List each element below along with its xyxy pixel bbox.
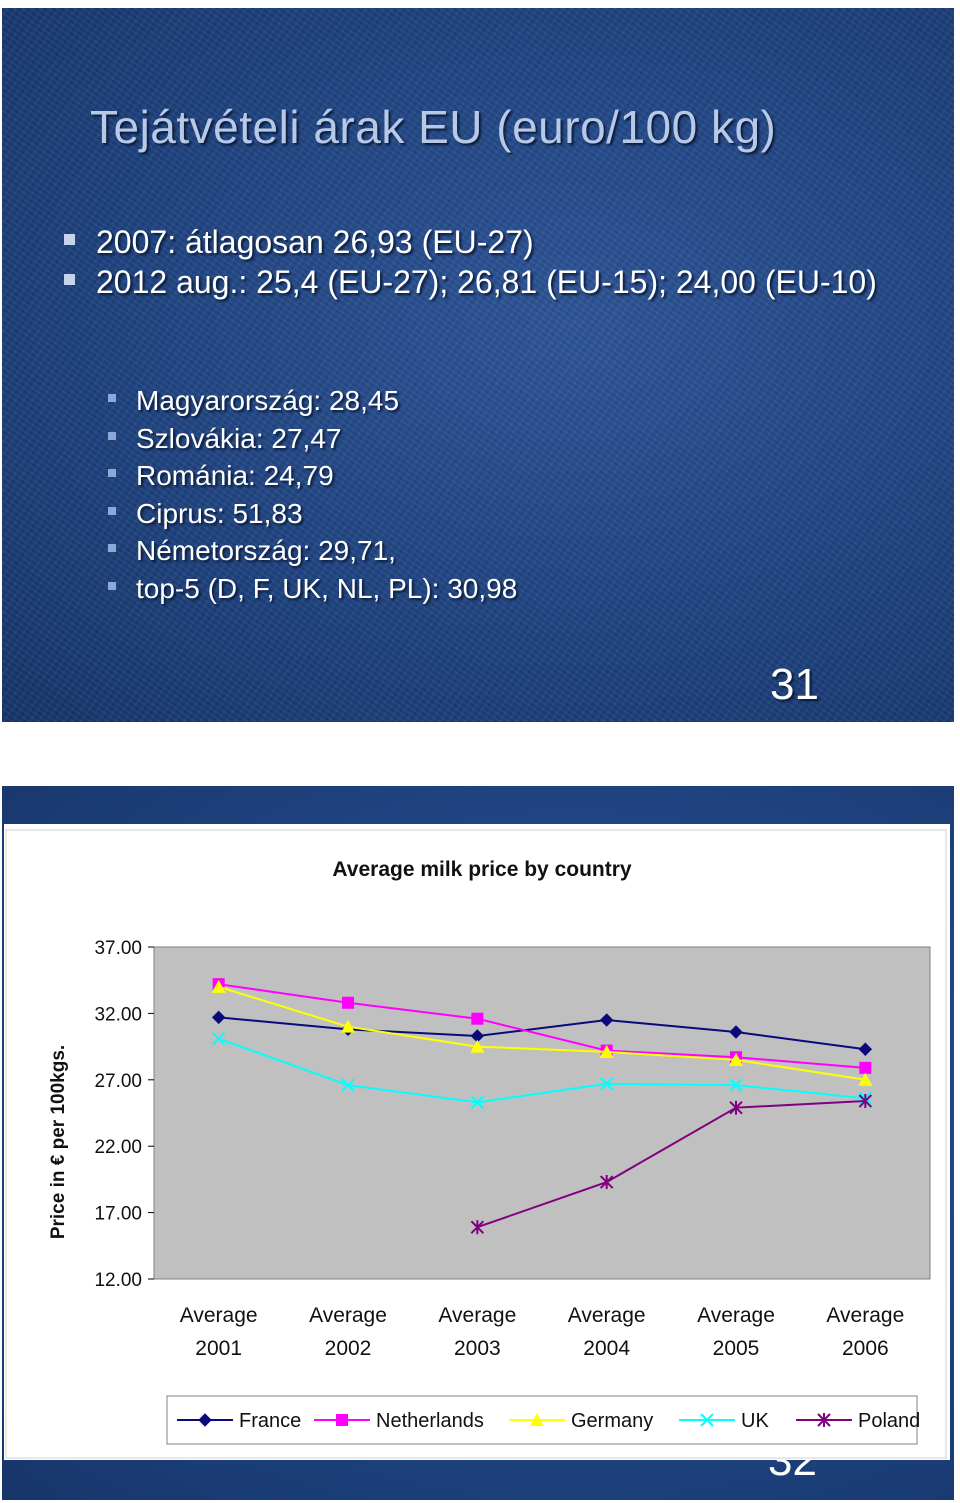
y-tick-label: 27.00 [94, 1071, 142, 1092]
sub-bullet-item: Magyarország: 28,45 [106, 382, 517, 420]
sub-bullet-list: Magyarország: 28,45 Szlovákia: 27,47 Rom… [106, 382, 517, 607]
data-point [470, 1220, 485, 1235]
legend-label: Germany [571, 1410, 653, 1432]
series-france [211, 1010, 873, 1056]
legend-marker [336, 1414, 348, 1426]
data-point [729, 1025, 743, 1039]
data-point [859, 1061, 872, 1074]
x-tick-label: Average 2001 [180, 1304, 258, 1360]
legend-label: UK [741, 1410, 769, 1432]
data-point [858, 1072, 873, 1086]
slide-title: Tejátvételi árak EU (euro/100 kg) [90, 101, 777, 153]
background-texture [2, 8, 954, 722]
legend-label: Poland [858, 1410, 920, 1432]
sub-bullet-item: Németország: 29,71, [106, 532, 517, 570]
line-chart: Average milk price by country Price in €… [5, 829, 947, 1459]
series-line [218, 985, 866, 1081]
x-tick-label: Average 2003 [438, 1304, 516, 1360]
series-poland [470, 1094, 873, 1235]
bullet-item: 2007: átlagosan 26,93 (EU-27) [62, 222, 922, 262]
x-tick-label: Average 2004 [568, 1304, 646, 1360]
series-line [218, 1016, 866, 1051]
legend-marker [530, 1413, 544, 1426]
sub-bullet-item: Románia: 24,79 [106, 457, 517, 495]
y-tick-label: 32.00 [94, 1004, 142, 1025]
main-bullet-list: 2007: átlagosan 26,93 (EU-27) 2012 aug.:… [62, 222, 922, 302]
data-point [729, 1100, 743, 1115]
chart-title: Average milk price by country [332, 858, 631, 881]
x-axis-ticks: Average 2001 Average 2002 Average 2003 Average… [180, 1304, 905, 1360]
data-point [342, 996, 354, 1009]
data-point [211, 1031, 226, 1046]
sub-bullet-item: top-5 (D, F, UK, NL, PL): 30,98 [106, 570, 517, 608]
y-tick-label: 37.00 [94, 938, 142, 959]
legend-entry: France [177, 1410, 301, 1432]
legend-entry: Germany [509, 1410, 653, 1432]
y-tick-label: 17.00 [94, 1204, 142, 1225]
data-point [470, 1095, 485, 1110]
series-line [218, 983, 866, 1069]
data-point [341, 1078, 355, 1092]
data-point [211, 1010, 226, 1025]
x-tick-label: Average 2002 [309, 1304, 387, 1360]
data-point [599, 1013, 614, 1027]
legend-entry: Poland [796, 1410, 920, 1432]
plot-area [153, 946, 931, 1280]
data-point [470, 1039, 485, 1053]
legend-label: Netherlands [376, 1410, 484, 1432]
bullet-item: 2012 aug.: 25,4 (EU-27); 26,81 (EU-15); … [62, 262, 922, 302]
sub-bullet-item: Szlovákia: 27,47 [106, 420, 517, 458]
data-point [599, 1044, 614, 1058]
y-tick-label: 22.00 [94, 1137, 142, 1158]
legend: France Netherlands Germany UK Poland [177, 1410, 920, 1432]
y-axis-ticks: 12.00 17.00 22.00 27.00 32.00 37.00 [94, 938, 154, 1291]
data-point [341, 1019, 355, 1033]
data-point [471, 1012, 484, 1025]
legend-entry: Netherlands [314, 1410, 484, 1432]
legend-marker [198, 1413, 212, 1427]
series-layer [211, 978, 873, 1235]
series-germany [211, 979, 873, 1086]
data-point [729, 1078, 743, 1092]
chart-container: Average milk price by country Price in €… [4, 824, 950, 1460]
legend-label: France [239, 1410, 301, 1432]
slide-31: Tejátvételi árak EU (euro/100 kg) 2007: … [2, 8, 954, 722]
data-point [211, 979, 226, 993]
sub-bullet-item: Ciprus: 51,83 [106, 495, 517, 533]
x-tick-label: Average 2006 [826, 1304, 904, 1360]
series-line [218, 1037, 866, 1104]
legend-marker [700, 1413, 714, 1427]
data-point [858, 1094, 873, 1109]
data-point [858, 1042, 873, 1056]
legend-marker [817, 1413, 831, 1427]
y-axis-label: Price in € per 100kgs. [48, 1045, 69, 1239]
series-uk [211, 1031, 873, 1110]
x-tick-label: Average 2005 [697, 1304, 775, 1360]
data-point [599, 1077, 614, 1091]
page-number: 31 [770, 660, 819, 709]
data-point [599, 1175, 614, 1190]
data-point [729, 1052, 743, 1066]
series-line [477, 1100, 866, 1229]
legend-entry: UK [679, 1410, 769, 1432]
y-tick-label: 12.00 [94, 1270, 142, 1291]
